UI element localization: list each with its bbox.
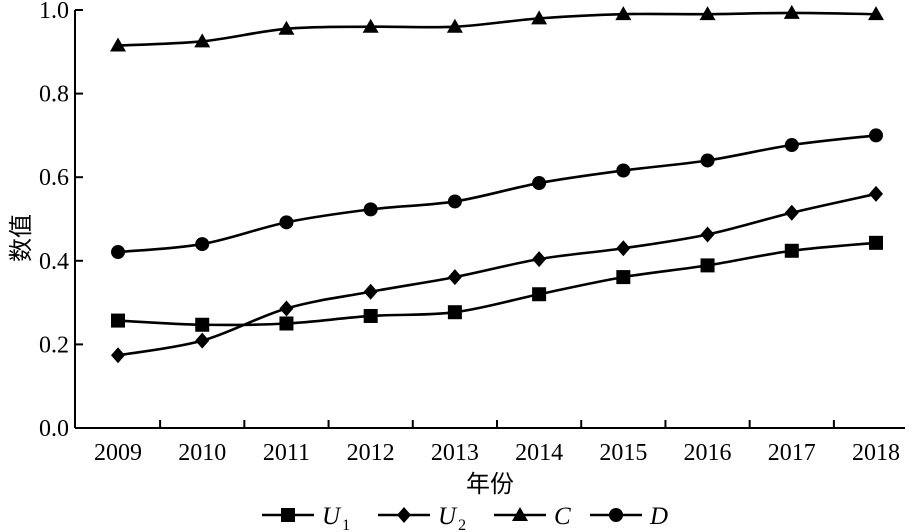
legend-label-subscript: 1 <box>342 517 350 532</box>
data-point-u1 <box>700 258 715 273</box>
data-point-c <box>615 6 632 21</box>
y-tick-label: 1.0 <box>39 0 69 24</box>
legend-item-c: C <box>494 503 571 530</box>
data-point-u2 <box>279 300 294 317</box>
data-point-u1 <box>616 270 631 285</box>
legend-label-main: C <box>554 503 571 530</box>
data-point-d <box>532 176 547 191</box>
data-point-c <box>362 18 379 33</box>
data-point-c <box>110 37 126 52</box>
data-point-d <box>700 153 715 168</box>
data-point-u2 <box>363 283 378 300</box>
data-point-c <box>699 6 716 21</box>
data-point-u1 <box>363 308 378 323</box>
data-point-d <box>447 194 462 209</box>
legend-label-main: U <box>438 503 458 530</box>
data-point-d <box>195 237 210 252</box>
data-point-c <box>531 10 548 25</box>
y-axis-title: 数值 <box>7 214 35 262</box>
series-c <box>110 4 884 52</box>
x-tick-label: 2017 <box>768 440 816 466</box>
series-line-u1 <box>117 241 877 327</box>
x-tick-label: 2018 <box>852 440 900 466</box>
legend-marker-u1 <box>281 508 295 522</box>
series-layer <box>110 4 884 364</box>
x-tick-label: 2016 <box>684 440 732 466</box>
y-tick-label: 0.8 <box>39 82 69 108</box>
series-line-u2 <box>117 192 877 357</box>
data-point-d <box>111 245 125 260</box>
legend-item-d: D <box>590 503 668 530</box>
legend-label-main: U <box>322 503 342 530</box>
y-tick-label: 0.2 <box>39 332 69 358</box>
x-tick-label: 2012 <box>347 440 395 466</box>
x-tick-label: 2014 <box>515 440 563 466</box>
data-point-u1 <box>111 313 125 328</box>
series-line-d <box>117 134 877 254</box>
data-point-u1 <box>447 305 462 320</box>
axes <box>74 10 905 429</box>
data-point-u2 <box>700 226 715 243</box>
x-tick-label: 2011 <box>263 440 310 466</box>
data-point-u2 <box>195 332 210 349</box>
data-point-u2 <box>784 204 799 221</box>
series-u2 <box>111 185 883 364</box>
x-tick-label: 2015 <box>599 440 647 466</box>
x-tick-label: 2009 <box>94 440 142 466</box>
data-point-u1 <box>869 235 883 250</box>
data-point-d <box>363 202 378 217</box>
data-point-d <box>279 215 294 230</box>
y-tick-label: 0.6 <box>39 165 69 191</box>
data-point-c <box>446 18 463 33</box>
legend-label-d: D <box>649 503 668 530</box>
series-line-c <box>117 11 877 47</box>
data-point-c <box>278 20 295 35</box>
legend-marker-d <box>609 508 623 522</box>
data-point-u2 <box>532 251 547 268</box>
y-tick-label: 0.4 <box>39 249 69 275</box>
data-point-d <box>616 163 631 178</box>
data-point-d <box>784 138 799 153</box>
data-point-u2 <box>616 240 631 257</box>
data-point-u1 <box>784 243 799 258</box>
data-point-u1 <box>532 287 547 302</box>
series-u1 <box>111 235 883 332</box>
data-point-c <box>194 33 211 48</box>
x-tick-label: 2013 <box>431 440 479 466</box>
data-point-u2 <box>869 185 883 202</box>
data-point-d <box>869 128 883 143</box>
legend-label-subscript: 2 <box>458 517 466 532</box>
data-point-u2 <box>447 269 462 286</box>
data-point-u1 <box>195 317 210 332</box>
y-ticks: 0.0 0.2 0.4 0.6 0.8 1.0 <box>39 0 83 442</box>
legend-marker-u2 <box>397 507 411 523</box>
data-point-c <box>868 6 884 21</box>
data-point-u1 <box>279 316 294 331</box>
legend-label-main: D <box>649 503 668 530</box>
x-tick-label: 2010 <box>178 440 226 466</box>
series-d <box>111 128 883 260</box>
data-point-c <box>783 4 800 19</box>
data-point-u2 <box>111 347 125 364</box>
x-ticks: 2009 2010 2011 2012 2013 2014 2015 2016 2017 2018 <box>94 420 900 466</box>
y-tick-label: 0.0 <box>39 416 69 442</box>
x-axis-title: 年份 <box>466 470 514 498</box>
legend-label-c: C <box>554 503 571 530</box>
legend-marker-c <box>512 507 528 521</box>
